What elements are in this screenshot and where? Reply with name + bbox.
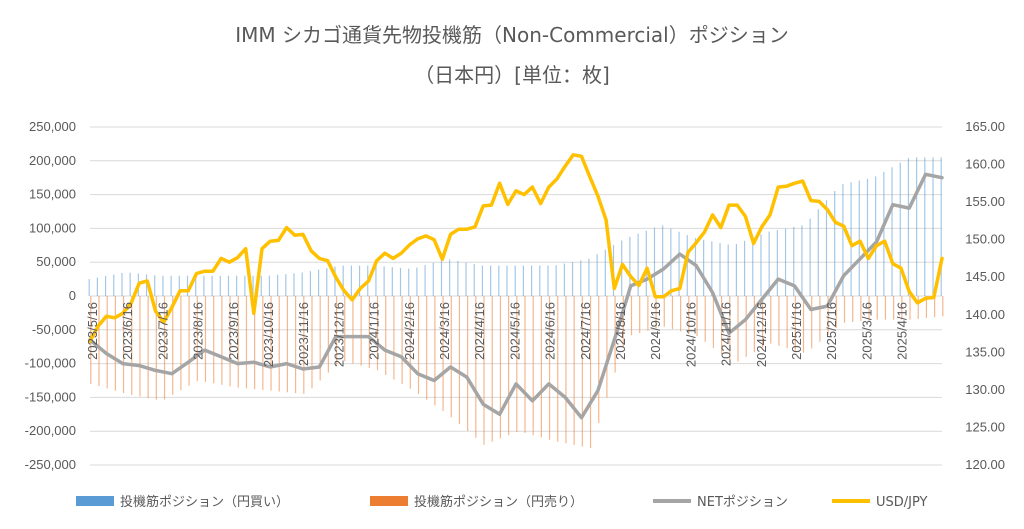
x-tick-label: 2024/6/16: [543, 302, 558, 360]
x-tick-label: 2024/2/16: [402, 302, 417, 360]
chart-title-line-2: （日本円）[単位：枚]: [414, 63, 610, 87]
left-tick-label: 100,000: [29, 220, 76, 235]
legend-label: 投機筋ポジション（円買い）: [120, 494, 289, 510]
x-tick-label: 2023/8/16: [191, 302, 206, 360]
x-tick-label: 2024/9/16: [648, 302, 663, 360]
right-tick-label: 125.00: [965, 419, 1005, 434]
x-tick-label: 2025/4/16: [895, 302, 910, 360]
left-tick-label: -50,000: [32, 322, 76, 337]
grid-lines: [90, 126, 942, 466]
x-tick-label: 2024/5/16: [507, 302, 522, 360]
legend-swatch: [370, 496, 408, 506]
x-tick-label: 2024/10/16: [683, 302, 698, 367]
left-tick-label: 200,000: [29, 153, 76, 168]
x-tick-label: 2024/1/16: [367, 302, 382, 360]
x-tick-label: 2024/4/16: [472, 302, 487, 360]
x-tick-label: 2024/12/16: [754, 302, 769, 367]
right-tick-label: 145.00: [965, 269, 1005, 284]
x-tick-label: 2024/8/16: [613, 302, 628, 360]
x-tick-label: 2023/10/16: [261, 302, 276, 367]
left-tick-label: 0: [69, 288, 76, 303]
right-tick-label: 165.00: [965, 119, 1005, 134]
right-axis-tick-labels: 120.00 125.00 130.00 135.00 140.00 145.00 150.…: [965, 119, 1005, 472]
right-tick-label: 140.00: [965, 307, 1005, 322]
x-tick-label: 2025/1/16: [789, 302, 804, 360]
legend-label: 投機筋ポジション（円売り）: [414, 494, 583, 510]
left-tick-label: -150,000: [25, 389, 76, 404]
x-tick-label: 2023/11/16: [296, 302, 311, 366]
x-tick-label: 2023/9/16: [226, 302, 241, 360]
left-axis-tick-labels: -250,000 -200,000 -150,000 -100,000 -50,000 0…: [25, 119, 76, 472]
series-lines: [88, 153, 944, 420]
long-position-bars: [88, 157, 942, 296]
legend-label: USD/JPY: [876, 495, 928, 510]
x-tick-label: 2023/6/16: [120, 302, 135, 360]
right-tick-label: 135.00: [965, 344, 1005, 359]
right-tick-label: 150.00: [965, 232, 1005, 247]
x-axis-tick-labels: 2023/5/16 2023/6/16 2023/7/16 2023/8/16 2023…: [85, 302, 910, 367]
x-tick-label: 2023/7/16: [155, 302, 170, 360]
legend-label: NETポジション: [697, 495, 788, 510]
x-tick-label: 2023/5/16: [85, 302, 100, 360]
chart-title-line-1: IMM シカゴ通貨先物投機筋（Non-Commercial）ポジション: [235, 23, 788, 47]
x-tick-label: 2025/3/16: [859, 302, 874, 360]
left-tick-label: 50,000: [36, 254, 76, 269]
usd-jpy-line: [88, 153, 944, 343]
right-tick-label: 155.00: [965, 194, 1005, 209]
short-position-bars: [90, 296, 944, 449]
legend-swatch: [76, 496, 114, 506]
left-tick-label: -200,000: [25, 423, 76, 438]
left-tick-label: 250,000: [29, 119, 76, 134]
right-tick-label: 160.00: [965, 157, 1005, 172]
left-tick-label: 150,000: [29, 187, 76, 202]
x-tick-label: 2023/12/16: [331, 302, 346, 367]
left-tick-label: -100,000: [25, 356, 76, 371]
left-tick-label: -250,000: [25, 457, 76, 472]
x-tick-label: 2024/7/16: [578, 302, 593, 360]
right-tick-label: 120.00: [965, 457, 1005, 472]
x-tick-label: 2025/2/16: [824, 302, 839, 360]
legend: 投機筋ポジション（円買い） 投機筋ポジション（円売り） NETポジション USD/JP…: [76, 494, 928, 510]
right-tick-label: 130.00: [965, 382, 1005, 397]
net-position-line: [88, 172, 944, 420]
x-tick-label: 2024/3/16: [437, 302, 452, 360]
x-tick-label: 2024/11/16: [719, 302, 734, 366]
